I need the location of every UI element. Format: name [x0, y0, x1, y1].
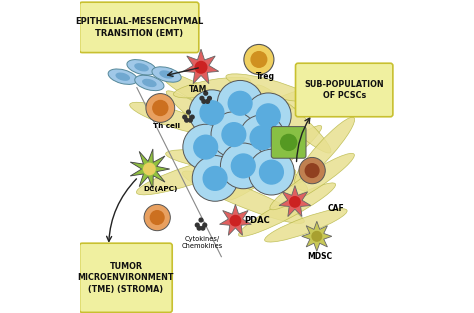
- Circle shape: [189, 118, 192, 122]
- Circle shape: [250, 126, 274, 150]
- Text: Treg: Treg: [255, 72, 274, 81]
- Ellipse shape: [135, 64, 148, 71]
- Ellipse shape: [116, 73, 129, 80]
- Ellipse shape: [143, 80, 156, 86]
- Ellipse shape: [238, 183, 336, 237]
- FancyBboxPatch shape: [295, 63, 393, 117]
- Circle shape: [199, 218, 203, 222]
- Circle shape: [312, 232, 322, 241]
- Circle shape: [222, 123, 246, 146]
- FancyBboxPatch shape: [80, 2, 199, 53]
- Text: EPITHELIAL-MESENCHYMAL
TRANSITION (EMT): EPITHELIAL-MESENCHYMAL TRANSITION (EMT): [75, 17, 203, 38]
- Text: Th cell: Th cell: [153, 123, 180, 129]
- Ellipse shape: [173, 77, 251, 98]
- Circle shape: [203, 167, 227, 190]
- Circle shape: [150, 211, 164, 224]
- Text: CAF: CAF: [327, 204, 344, 213]
- Text: PDAC: PDAC: [245, 216, 270, 225]
- Polygon shape: [183, 49, 219, 84]
- Circle shape: [281, 135, 297, 151]
- Ellipse shape: [130, 102, 219, 136]
- Ellipse shape: [135, 75, 164, 91]
- Ellipse shape: [152, 67, 181, 82]
- FancyBboxPatch shape: [80, 243, 172, 312]
- Circle shape: [185, 118, 189, 122]
- Circle shape: [201, 226, 205, 230]
- Circle shape: [220, 143, 266, 189]
- Ellipse shape: [295, 117, 355, 183]
- Circle shape: [260, 160, 283, 184]
- Circle shape: [228, 91, 252, 115]
- Circle shape: [200, 96, 204, 100]
- Ellipse shape: [270, 153, 355, 210]
- Circle shape: [146, 94, 175, 122]
- Circle shape: [206, 100, 210, 103]
- Ellipse shape: [108, 69, 137, 85]
- Ellipse shape: [228, 126, 322, 200]
- Ellipse shape: [255, 85, 331, 153]
- Ellipse shape: [165, 150, 296, 176]
- Circle shape: [299, 157, 325, 184]
- Text: SUB-POPULATION
OF PCSCs: SUB-POPULATION OF PCSCs: [305, 80, 384, 100]
- Circle shape: [230, 215, 241, 226]
- Text: TAM: TAM: [189, 85, 207, 94]
- Ellipse shape: [127, 59, 156, 75]
- Circle shape: [246, 93, 291, 139]
- Text: DC(APC): DC(APC): [143, 186, 177, 192]
- FancyBboxPatch shape: [271, 126, 306, 158]
- Circle shape: [290, 197, 300, 207]
- Circle shape: [194, 135, 218, 159]
- Circle shape: [244, 44, 274, 74]
- Circle shape: [239, 115, 285, 161]
- Circle shape: [183, 115, 187, 119]
- Circle shape: [202, 100, 206, 103]
- Ellipse shape: [184, 86, 321, 152]
- Circle shape: [187, 110, 191, 114]
- Circle shape: [191, 115, 194, 119]
- Circle shape: [203, 223, 207, 227]
- Polygon shape: [302, 221, 332, 251]
- Circle shape: [197, 226, 201, 230]
- Circle shape: [144, 204, 170, 231]
- Circle shape: [217, 80, 263, 126]
- Polygon shape: [130, 149, 170, 189]
- Circle shape: [192, 156, 238, 201]
- Circle shape: [200, 101, 224, 125]
- Circle shape: [251, 52, 267, 67]
- Circle shape: [195, 223, 199, 227]
- Circle shape: [204, 91, 208, 95]
- Circle shape: [153, 100, 168, 115]
- Circle shape: [189, 90, 235, 136]
- Ellipse shape: [226, 74, 310, 101]
- Ellipse shape: [137, 156, 244, 195]
- Text: Cytokines/
Chemokines: Cytokines/ Chemokines: [182, 236, 223, 249]
- Text: MDSC: MDSC: [307, 252, 332, 260]
- Circle shape: [144, 163, 155, 175]
- Ellipse shape: [264, 209, 347, 242]
- Ellipse shape: [161, 72, 238, 116]
- Text: TUMOR
MICROENVIRONMENT
(TME) (STROMA): TUMOR MICROENVIRONMENT (TME) (STROMA): [78, 262, 174, 294]
- Circle shape: [305, 164, 319, 177]
- Polygon shape: [219, 204, 251, 235]
- Circle shape: [183, 124, 228, 170]
- Ellipse shape: [182, 171, 304, 223]
- Ellipse shape: [160, 71, 173, 78]
- Circle shape: [248, 149, 294, 195]
- Circle shape: [208, 96, 211, 100]
- Circle shape: [195, 61, 207, 73]
- Polygon shape: [279, 186, 311, 217]
- Circle shape: [231, 154, 255, 178]
- Circle shape: [256, 104, 280, 128]
- Ellipse shape: [166, 91, 308, 191]
- Circle shape: [211, 112, 257, 157]
